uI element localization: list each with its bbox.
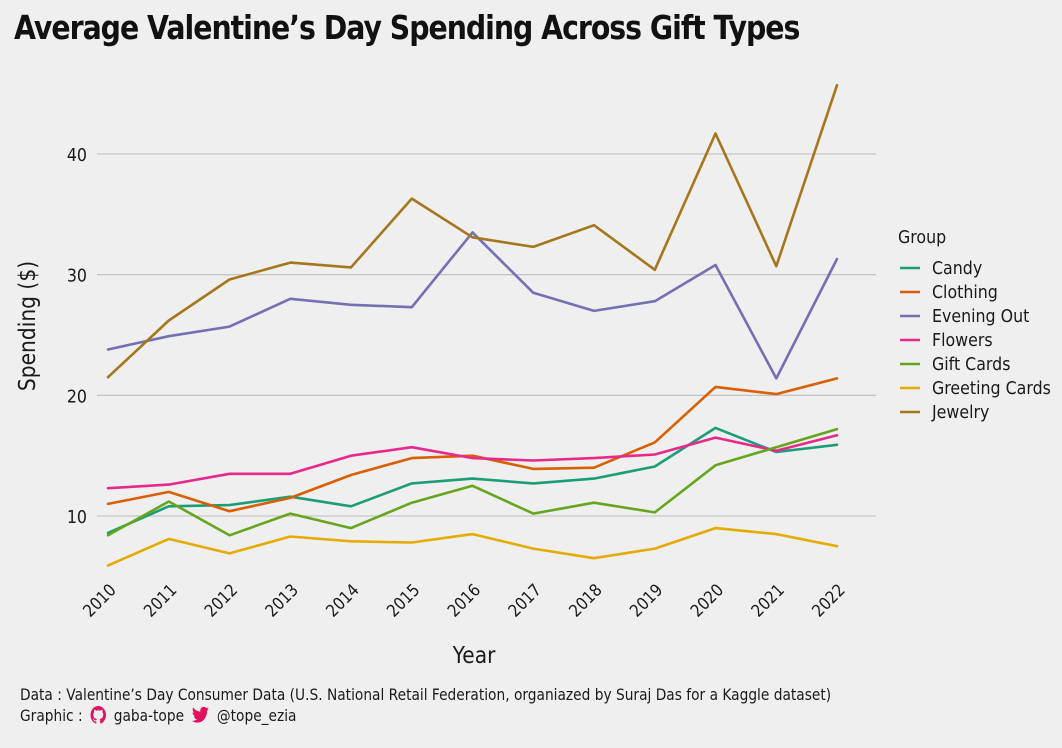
legend-label-greeting-cards: Greeting Cards <box>932 377 1051 398</box>
legend-label-jewelry: Jewelry <box>931 401 989 422</box>
x-tick-label-2017: 2017 <box>504 580 545 621</box>
twitter-icon <box>191 706 209 723</box>
data-source-line: Data : Valentine’s Day Consumer Data (U.… <box>20 685 832 704</box>
legend-label-evening-out: Evening Out <box>932 305 1030 326</box>
graphic-credit-line: Graphic : gaba-tope @tope_ezia <box>20 705 831 726</box>
graphic-prefix: Graphic : <box>20 706 83 725</box>
x-axis-ticks: 2010 2011 2012 2013 2014 2015 2016 2017 2018 2019… <box>79 580 849 621</box>
github-handle: gaba-tope <box>113 706 185 725</box>
series-line-flowers <box>106 433 839 490</box>
legend-title: Group <box>898 226 946 247</box>
y-tick-label-10: 10 <box>67 506 87 527</box>
series-line-clothing <box>106 377 839 513</box>
x-tick-label-2011: 2011 <box>140 580 181 621</box>
series-line-gift-cards <box>106 427 839 537</box>
x-tick-label-2013: 2013 <box>261 580 302 621</box>
x-tick-label-2010: 2010 <box>79 580 120 621</box>
series-line-greeting-cards <box>106 526 839 567</box>
legend: Group Candy Clothing Evening Out Flowers Gif… <box>898 226 1051 422</box>
y-tick-label-20: 20 <box>67 385 87 406</box>
series-line-jewelry <box>106 83 839 379</box>
caption: Data : Valentine’s Day Consumer Data (U.… <box>20 684 831 726</box>
legend-label-flowers: Flowers <box>932 329 993 350</box>
x-tick-label-2022: 2022 <box>808 580 849 621</box>
x-tick-label-2014: 2014 <box>322 580 363 621</box>
x-tick-label-2021: 2021 <box>747 580 788 621</box>
x-axis-title: Year <box>452 643 496 670</box>
series-line-candy <box>106 426 839 535</box>
y-tick-label-30: 30 <box>67 265 87 286</box>
legend-items: Candy Clothing Evening Out Flowers Gift Card… <box>900 257 1051 422</box>
x-tick-label-2020: 2020 <box>686 580 727 621</box>
x-tick-label-2012: 2012 <box>200 580 241 621</box>
x-tick-label-2015: 2015 <box>383 580 424 621</box>
chart-title: Average Valentine’s Day Spending Across … <box>14 8 800 47</box>
github-icon <box>90 706 106 724</box>
y-axis-ticks: 10 20 30 40 <box>67 144 87 527</box>
legend-label-gift-cards: Gift Cards <box>932 353 1010 374</box>
legend-label-clothing: Clothing <box>932 281 998 302</box>
y-axis-title: Spending ($) <box>15 261 42 391</box>
x-tick-label-2016: 2016 <box>443 580 484 621</box>
x-tick-label-2019: 2019 <box>626 580 667 621</box>
legend-label-candy: Candy <box>932 257 982 278</box>
series-line-evening-out <box>106 231 839 380</box>
twitter-handle: @tope_ezia <box>216 706 297 725</box>
x-tick-label-2018: 2018 <box>565 580 606 621</box>
y-tick-label-40: 40 <box>67 144 87 165</box>
gridlines <box>97 153 876 517</box>
series-lines <box>106 83 839 567</box>
